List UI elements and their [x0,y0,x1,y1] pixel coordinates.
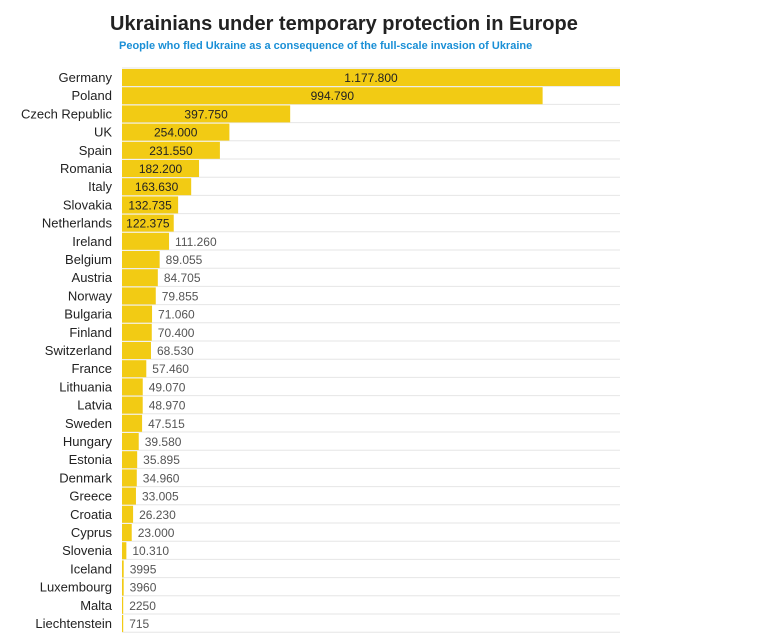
category-label: Slovenia [62,543,113,558]
bar [122,196,179,214]
category-label: Slovakia [63,197,113,212]
category-label: Switzerland [45,343,112,358]
bar [122,451,138,469]
category-label: Luxembourg [40,580,112,595]
bar [122,105,291,123]
category-label: Czech Republic [21,106,113,121]
category-label: Romania [60,161,113,176]
value-label: 132.735 [128,198,172,212]
value-label: 49.070 [149,380,186,394]
bar [122,251,160,268]
category-label: Norway [68,288,113,303]
bar [122,542,127,560]
value-label: 26.230 [139,508,176,522]
bar [122,342,151,359]
bar [122,578,124,596]
category-label: Hungary [63,434,113,449]
bar [122,615,124,632]
bar [122,214,174,232]
category-label: Spain [79,143,112,158]
bar [122,287,156,305]
bar [122,232,170,250]
category-label: Poland [72,88,112,103]
bar [122,323,152,341]
category-label: Sweden [65,416,112,431]
category-label: Cyprus [71,525,113,540]
value-label: 39.580 [145,435,182,449]
value-label: 89.055 [166,253,203,267]
bar [122,469,137,487]
category-label: Belgium [65,252,112,267]
bar [122,378,143,396]
bar [122,141,220,159]
bar [122,178,192,196]
value-label: 397.750 [184,107,228,121]
category-label: Estonia [69,452,113,467]
value-label: 34.960 [143,471,180,485]
category-label: Germany [59,70,113,85]
category-label: Finland [69,325,112,340]
category-label: Lithuania [59,379,113,394]
bar [122,414,143,432]
category-label: Denmark [59,470,112,485]
value-label: 68.530 [157,344,194,358]
value-label: 3960 [130,581,157,595]
bar [122,123,230,141]
bar [122,69,620,86]
bar [122,305,153,323]
chart-subtitle: People who fled Ukraine as a consequence… [119,40,533,52]
value-label: 23.000 [138,526,175,540]
value-label: 1.177.800 [344,71,398,85]
value-label: 182.200 [139,162,183,176]
value-label: 84.705 [164,271,201,285]
bar [122,433,139,450]
value-label: 111.260 [175,235,217,249]
category-label: Ireland [72,234,112,249]
value-label: 79.855 [162,289,199,303]
category-label: Iceland [70,561,112,576]
category-label: Netherlands [42,216,113,231]
bar [122,524,132,541]
category-label: Bulgaria [64,307,112,322]
category-label: UK [94,125,112,140]
chart-title: Ukrainians under temporary protection in… [110,13,578,35]
category-label: Malta [80,598,113,613]
bar [122,560,124,578]
value-label: 47.515 [148,417,185,431]
value-label: 35.895 [143,453,180,467]
category-label: Liechtenstein [35,616,112,631]
category-label: Austria [72,270,113,285]
value-label: 10.310 [132,544,169,558]
category-label: Italy [88,179,112,194]
bar [122,505,134,523]
bar [122,596,124,614]
value-label: 71.060 [158,308,195,322]
value-label: 254.000 [154,126,198,140]
bar [122,87,543,105]
value-label: 3995 [130,562,157,576]
value-label: 715 [129,617,149,631]
category-label: France [72,361,112,376]
value-label: 994.790 [311,89,355,103]
bar [122,160,200,177]
bar [122,269,158,287]
bar [122,396,143,414]
value-label: 122.375 [126,217,170,231]
bar [122,360,147,378]
value-label: 33.005 [142,490,179,504]
category-label: Latvia [77,398,112,413]
value-label: 2250 [129,599,156,613]
value-label: 163.630 [135,180,179,194]
value-label: 70.400 [158,326,195,340]
category-label: Croatia [70,507,113,522]
value-label: 231.550 [149,144,193,158]
value-label: 57.460 [152,362,189,376]
value-label: 48.970 [149,399,186,413]
bar [122,487,136,505]
category-label: Greece [69,489,112,504]
